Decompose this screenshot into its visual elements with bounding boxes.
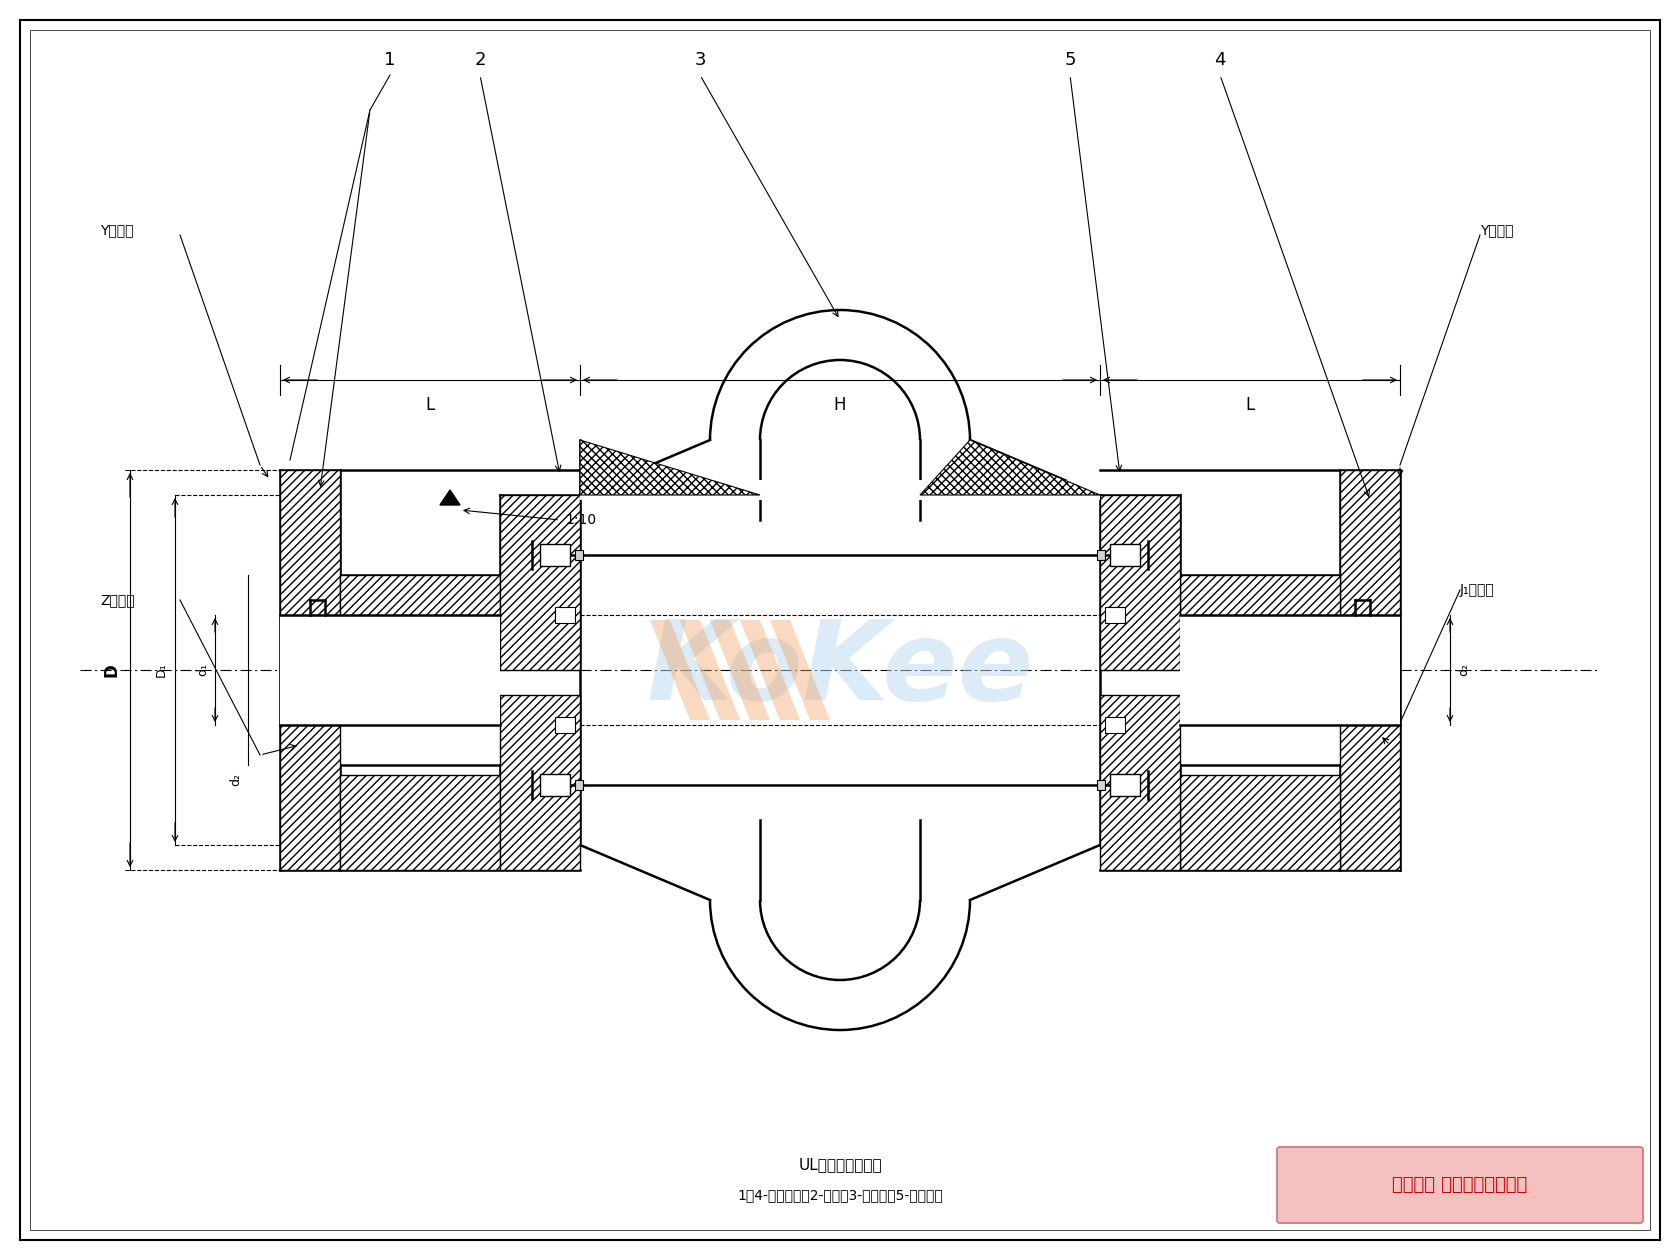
PathPatch shape bbox=[921, 440, 1100, 495]
Text: 2: 2 bbox=[474, 50, 486, 69]
Bar bbox=[501, 696, 580, 869]
Text: d₁: d₁ bbox=[197, 664, 210, 677]
Polygon shape bbox=[440, 490, 460, 505]
Text: 5: 5 bbox=[1063, 50, 1075, 69]
Bar bbox=[1179, 775, 1341, 869]
Bar bbox=[1100, 495, 1179, 670]
Text: L: L bbox=[425, 396, 435, 415]
Polygon shape bbox=[680, 620, 739, 719]
Text: 4: 4 bbox=[1215, 50, 1226, 69]
Bar bbox=[580, 480, 1100, 500]
Polygon shape bbox=[769, 620, 830, 719]
Bar bbox=[501, 495, 580, 670]
Bar bbox=[554, 607, 575, 622]
Bar bbox=[575, 780, 583, 790]
Bar bbox=[1341, 670, 1399, 869]
Bar bbox=[281, 670, 339, 869]
Polygon shape bbox=[650, 620, 711, 719]
Text: 1:10: 1:10 bbox=[564, 513, 596, 527]
Text: Y型轴孔: Y型轴孔 bbox=[101, 223, 133, 237]
Bar bbox=[1110, 774, 1141, 796]
Bar bbox=[1341, 470, 1399, 670]
Bar bbox=[281, 615, 501, 724]
Polygon shape bbox=[711, 620, 769, 719]
Bar bbox=[501, 495, 580, 670]
Bar bbox=[1110, 544, 1141, 566]
Bar bbox=[539, 544, 570, 566]
Text: 3: 3 bbox=[694, 50, 706, 69]
Bar bbox=[339, 775, 501, 869]
Bar bbox=[1179, 575, 1341, 670]
Bar bbox=[1179, 575, 1341, 670]
Bar bbox=[339, 775, 501, 869]
Bar bbox=[1100, 696, 1179, 869]
Bar bbox=[339, 575, 501, 670]
Text: d₂: d₂ bbox=[230, 774, 242, 786]
Bar bbox=[501, 696, 580, 869]
Bar bbox=[554, 717, 575, 733]
Bar bbox=[575, 551, 583, 559]
Text: Z型轴孔: Z型轴孔 bbox=[101, 593, 134, 607]
Bar bbox=[1100, 696, 1179, 869]
Bar bbox=[281, 470, 339, 670]
Bar bbox=[1097, 551, 1105, 559]
Text: H: H bbox=[833, 396, 847, 415]
Text: UL型轮胎式联轴器: UL型轮胎式联轴器 bbox=[798, 1158, 882, 1173]
Bar bbox=[1105, 717, 1126, 733]
Bar bbox=[281, 670, 339, 869]
Bar bbox=[1105, 607, 1126, 622]
FancyBboxPatch shape bbox=[1277, 1147, 1643, 1223]
Bar bbox=[1179, 615, 1399, 724]
Text: Y型轴孔: Y型轴孔 bbox=[1480, 223, 1514, 237]
Polygon shape bbox=[739, 620, 800, 719]
Text: 版权所有 侵权必被严厉追究: 版权所有 侵权必被严厉追究 bbox=[1393, 1176, 1527, 1194]
Text: L: L bbox=[1245, 396, 1255, 415]
Bar bbox=[1179, 775, 1341, 869]
Bar bbox=[1097, 780, 1105, 790]
Text: d₂: d₂ bbox=[1458, 664, 1470, 677]
Bar bbox=[339, 575, 501, 670]
Text: D₁: D₁ bbox=[155, 663, 168, 678]
Text: 1、4-半联轴器；2-螺栓；3-轮胎环；5-止退垫板: 1、4-半联轴器；2-螺栓；3-轮胎环；5-止退垫板 bbox=[738, 1188, 942, 1202]
Bar bbox=[539, 774, 570, 796]
Bar bbox=[1341, 670, 1399, 869]
Bar bbox=[281, 470, 339, 670]
Bar bbox=[1100, 495, 1179, 670]
PathPatch shape bbox=[580, 440, 759, 495]
Bar bbox=[1341, 470, 1399, 670]
Text: 1: 1 bbox=[385, 50, 396, 69]
Text: J₁型轴孔: J₁型轴孔 bbox=[1460, 583, 1495, 597]
Text: KoKee: KoKee bbox=[647, 616, 1033, 723]
Text: D: D bbox=[102, 663, 121, 677]
